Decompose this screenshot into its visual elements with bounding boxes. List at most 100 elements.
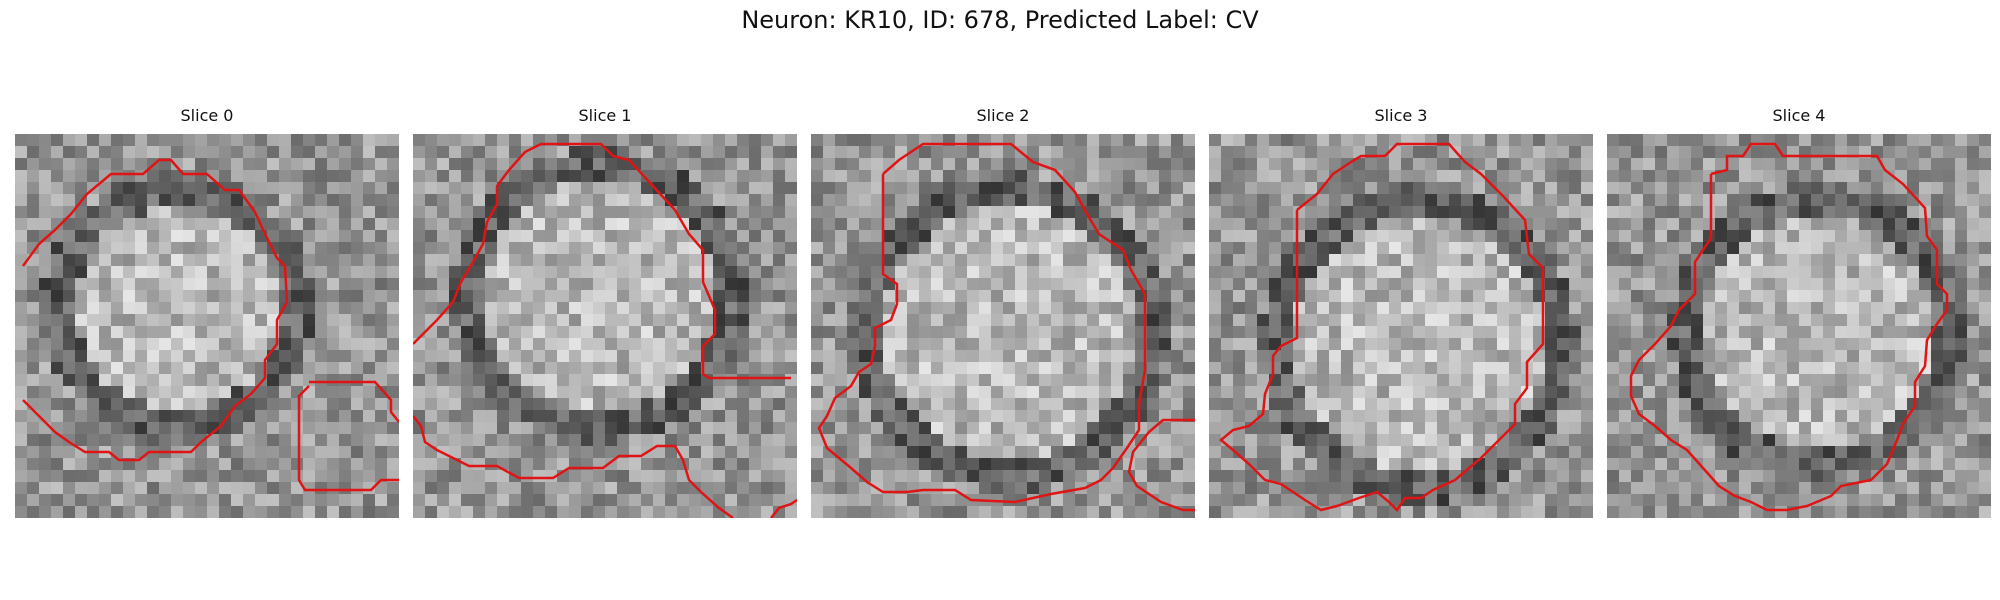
pixel	[689, 326, 701, 338]
pixel	[1209, 194, 1221, 206]
pixel	[219, 422, 231, 434]
pixel	[1377, 470, 1389, 482]
pixel	[1377, 242, 1389, 254]
pixel	[1497, 494, 1509, 506]
pixel	[749, 302, 761, 314]
pixel	[291, 494, 303, 506]
pixel	[183, 458, 195, 470]
pixel	[569, 494, 581, 506]
pixel	[1281, 446, 1293, 458]
pixel	[785, 254, 797, 266]
pixel	[847, 386, 859, 398]
pixel	[1581, 302, 1593, 314]
pixel	[1883, 362, 1895, 374]
pixel	[967, 218, 979, 230]
pixel	[919, 146, 931, 158]
pixel	[363, 374, 375, 386]
pixel	[99, 422, 111, 434]
pixel	[1871, 374, 1883, 386]
pixel	[1147, 482, 1159, 494]
pixel	[1027, 422, 1039, 434]
pixel	[785, 506, 797, 518]
pixel	[267, 410, 279, 422]
pixel	[1835, 386, 1847, 398]
pixel	[761, 506, 773, 518]
pixel	[1221, 350, 1233, 362]
pixel	[1979, 374, 1991, 386]
pixel	[1281, 314, 1293, 326]
pixel	[1147, 458, 1159, 470]
pixel	[363, 218, 375, 230]
pixel	[1377, 458, 1389, 470]
pixel	[1545, 410, 1557, 422]
pixel	[1859, 290, 1871, 302]
pixel	[641, 362, 653, 374]
pixel	[1919, 410, 1931, 422]
pixel	[1811, 326, 1823, 338]
pixel	[1823, 182, 1835, 194]
pixel	[1667, 206, 1679, 218]
pixel	[1449, 494, 1461, 506]
pixel	[605, 326, 617, 338]
pixel	[1775, 290, 1787, 302]
pixel	[1281, 506, 1293, 518]
pixel	[811, 170, 823, 182]
pixel	[605, 158, 617, 170]
pixel	[835, 206, 847, 218]
pixel	[991, 206, 1003, 218]
pixel	[871, 266, 883, 278]
pixel	[75, 494, 87, 506]
pixel	[387, 434, 399, 446]
pixel	[1233, 326, 1245, 338]
pixel	[943, 422, 955, 434]
pixel	[1317, 410, 1329, 422]
pixel	[473, 266, 485, 278]
pixel	[159, 290, 171, 302]
pixel	[327, 326, 339, 338]
pixel	[1183, 398, 1195, 410]
pixel	[437, 506, 449, 518]
pixel	[1679, 338, 1691, 350]
pixel	[919, 290, 931, 302]
pixel	[811, 146, 823, 158]
pixel	[569, 470, 581, 482]
pixel	[1147, 206, 1159, 218]
pixel	[749, 170, 761, 182]
pixel	[871, 194, 883, 206]
pixel	[1425, 182, 1437, 194]
pixel	[1497, 374, 1509, 386]
pixel	[1257, 182, 1269, 194]
pixel	[123, 182, 135, 194]
pixel	[267, 386, 279, 398]
pixel	[1183, 230, 1195, 242]
pixel	[1135, 158, 1147, 170]
pixel	[1557, 134, 1569, 146]
pixel	[327, 290, 339, 302]
pixel	[1461, 206, 1473, 218]
pixel	[1581, 482, 1593, 494]
pixel	[1545, 182, 1557, 194]
pixel	[363, 314, 375, 326]
pixel	[979, 470, 991, 482]
pixel	[51, 446, 63, 458]
pixel	[1269, 290, 1281, 302]
pixel	[1039, 470, 1051, 482]
pixel	[859, 266, 871, 278]
pixel	[291, 170, 303, 182]
pixel	[1859, 170, 1871, 182]
pixel	[629, 194, 641, 206]
pixel	[1461, 254, 1473, 266]
pixel	[39, 482, 51, 494]
pixel	[15, 302, 27, 314]
pixel	[761, 302, 773, 314]
pixel	[1979, 386, 1991, 398]
pixel	[1293, 326, 1305, 338]
pixel	[425, 278, 437, 290]
pixel	[231, 170, 243, 182]
pixel	[1521, 194, 1533, 206]
pixel	[521, 398, 533, 410]
pixel	[1679, 458, 1691, 470]
pixel	[943, 290, 955, 302]
pixel	[425, 506, 437, 518]
pixel	[87, 470, 99, 482]
